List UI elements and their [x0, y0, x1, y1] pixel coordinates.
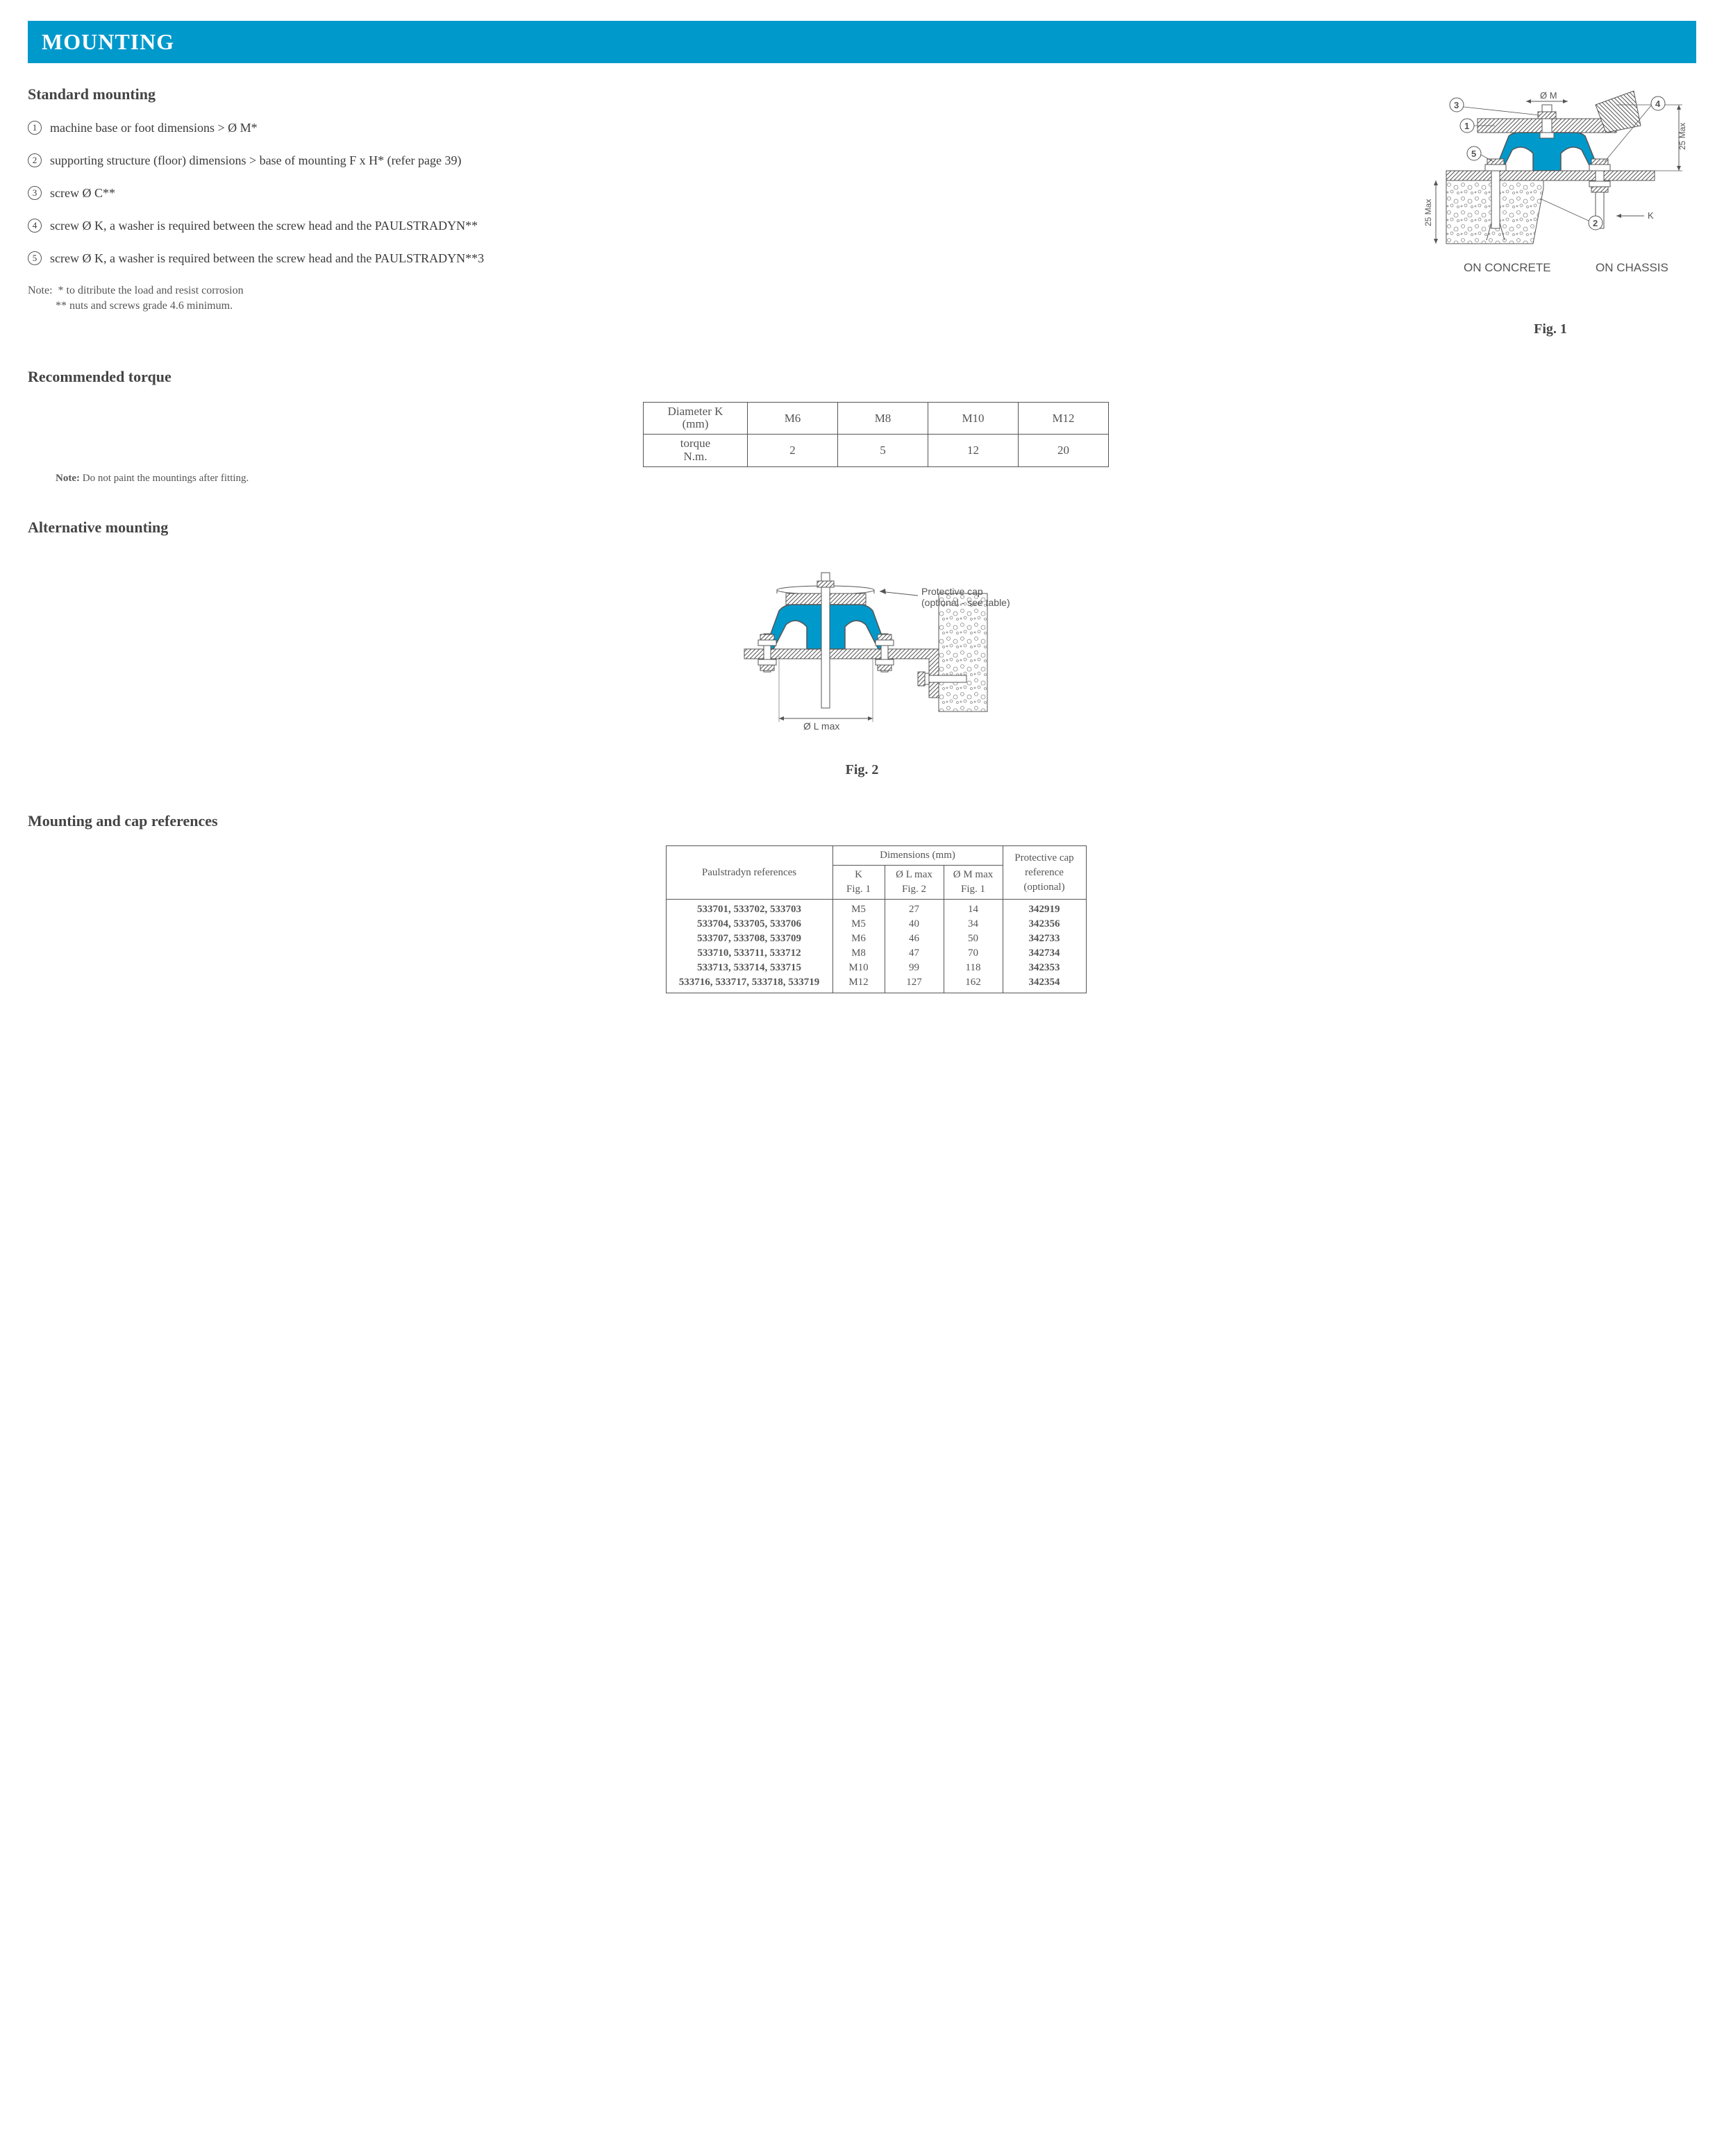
mounting-note: Note: * to ditribute the load and resist… — [28, 283, 1384, 314]
torque-note: Note: Do not paint the mountings after f… — [56, 471, 1696, 486]
figure-1-diagram: Ø M 25 Max 25 Max K 3 4 1 5 — [1405, 84, 1696, 306]
val-m8: 5 — [838, 435, 928, 466]
ref-cell-refs: 533701, 533702, 533703533704, 533705, 53… — [666, 900, 832, 993]
standard-mounting-heading: Standard mounting — [28, 84, 1384, 106]
torque-note-text: Do not paint the mountings after fitting… — [83, 473, 249, 484]
circ-3: 3 — [1454, 100, 1459, 110]
note-text-2: ** nuts and screws grade 4.6 minimum. — [56, 300, 233, 312]
circ-4: 4 — [1655, 99, 1661, 109]
dim-k-label: K — [1648, 210, 1654, 221]
step-text: screw Ø K, a washer is required between … — [50, 250, 484, 267]
list-item: 5 screw Ø K, a washer is required betwee… — [28, 250, 1384, 267]
ref-cell-cap: 342919342356342733342734342353342354 — [1003, 900, 1086, 993]
table-row: Diameter K(mm) M6 M8 M10 M12 — [644, 402, 1109, 434]
circ-1: 1 — [1464, 121, 1469, 131]
circ-2: 2 — [1593, 218, 1598, 228]
table-row: torqueN.m. 2 5 12 20 — [644, 435, 1109, 466]
dim-m-label: Ø M — [1540, 90, 1557, 101]
reference-table: Paulstradyn references Dimensions (mm) P… — [666, 845, 1087, 993]
ref-cell-l: 2740464799127 — [885, 900, 944, 993]
dim-25max-left: 25 Max — [1423, 199, 1433, 226]
ref-heading: Mounting and cap references — [28, 811, 1696, 832]
torque-section: Recommended torque Diameter K(mm) M6 M8 … — [28, 367, 1696, 486]
figure-1-caption: Fig. 1 — [1405, 319, 1696, 339]
torque-table: Diameter K(mm) M6 M8 M10 M12 torqueN.m. … — [643, 402, 1109, 467]
table-row: 533701, 533702, 533703533704, 533705, 53… — [666, 900, 1086, 993]
alt-mounting-section: Alternative mounting — [28, 517, 1696, 780]
figure-2-caption: Fig. 2 — [28, 760, 1696, 780]
list-item: 3 screw Ø C** — [28, 185, 1384, 202]
figure-1-column: Ø M 25 Max 25 Max K 3 4 1 5 — [1405, 84, 1696, 339]
note-label: Note: — [28, 285, 53, 296]
col-m10: M10 — [928, 402, 1019, 434]
page-banner: MOUNTING — [28, 21, 1696, 63]
table-row: Paulstradyn references Dimensions (mm) P… — [666, 846, 1086, 866]
step-number-icon: 4 — [28, 219, 42, 233]
list-item: 2 supporting structure (floor) dimension… — [28, 152, 1384, 169]
dim-25max-right: 25 Max — [1677, 122, 1687, 149]
fig1-cap-right: ON CHASSIS — [1596, 261, 1668, 274]
mounting-steps-list: 1 machine base or foot dimensions > Ø M*… — [28, 119, 1384, 268]
cap-label-1: Protective cap — [921, 586, 983, 597]
dim-l-label: Ø L max — [803, 721, 839, 732]
col-m12: M12 — [1019, 402, 1109, 434]
step-number-icon: 1 — [28, 121, 42, 135]
alt-mounting-heading: Alternative mounting — [28, 517, 1696, 539]
head-refs: Paulstradyn references — [666, 846, 832, 900]
col-m8: M8 — [838, 402, 928, 434]
step-number-icon: 5 — [28, 251, 42, 265]
cap-label-2: (optional - see table) — [921, 597, 1010, 608]
ref-cell-m: 14345070118162 — [944, 900, 1003, 993]
step-number-icon: 2 — [28, 153, 42, 167]
ref-section: Mounting and cap references Paulstradyn … — [28, 811, 1696, 994]
step-number-icon: 3 — [28, 186, 42, 200]
torque-note-label: Note: — [56, 473, 80, 484]
val-m12: 20 — [1019, 435, 1109, 466]
list-item: 4 screw Ø K, a washer is required betwee… — [28, 217, 1384, 235]
figure-2-diagram: Protective cap (optional - see table) Ø … — [682, 552, 1043, 746]
fig1-cap-left: ON CONCRETE — [1464, 261, 1551, 274]
val-m6: 2 — [748, 435, 838, 466]
torque-heading: Recommended torque — [28, 367, 1696, 388]
standard-mounting-text: Standard mounting 1 machine base or foot… — [28, 84, 1384, 339]
step-text: screw Ø C** — [50, 185, 115, 202]
step-text: supporting structure (floor) dimensions … — [50, 152, 462, 169]
list-item: 1 machine base or foot dimensions > Ø M* — [28, 119, 1384, 137]
head-dims: Dimensions (mm) — [832, 846, 1003, 866]
step-text: screw Ø K, a washer is required between … — [50, 217, 478, 235]
standard-mounting-section: Standard mounting 1 machine base or foot… — [28, 84, 1696, 339]
col-m6: M6 — [748, 402, 838, 434]
val-m10: 12 — [928, 435, 1019, 466]
ref-cell-k: M5M5M6M8M10M12 — [832, 900, 885, 993]
circ-5: 5 — [1471, 149, 1476, 159]
step-text: machine base or foot dimensions > Ø M* — [50, 119, 258, 137]
note-text-1: * to ditribute the load and resist corro… — [58, 285, 244, 296]
